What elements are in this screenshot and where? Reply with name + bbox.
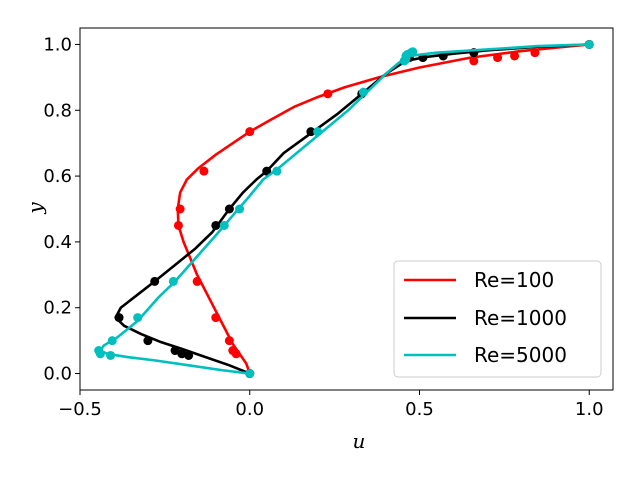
data-point-re-100-3 (224, 336, 234, 346)
data-point-re-100-10 (323, 89, 333, 99)
data-point-re-5000-7 (219, 220, 229, 230)
data-point-re-1000-8 (224, 204, 234, 214)
axis-layer: −0.5 0.0 0.5 1.0 0.0 0.2 0.4 0.6 0.8 1.0 (43, 34, 603, 420)
data-point-re-5000-8 (235, 204, 245, 214)
data-point-re-5000-17 (408, 47, 418, 57)
data-point-re-100-7 (175, 204, 185, 214)
data-point-re-5000-3 (94, 346, 104, 356)
data-point-re-1000-7 (211, 220, 221, 230)
legend: Re=100 Re=1000 Re=5000 (393, 260, 602, 378)
x-tick-label-3: 1.0 (575, 399, 604, 420)
data-point-re-1000-2 (177, 349, 187, 359)
data-point-re-5000-1 (106, 350, 116, 360)
legend-frame (393, 260, 602, 378)
y-tick-label-4: 0.8 (43, 100, 72, 121)
data-point-re-1000-6 (150, 276, 160, 286)
data-point-re-100-9 (245, 127, 255, 137)
legend-label-re5000: Re=5000 (474, 343, 567, 367)
series-line-re-100 (176, 43, 590, 374)
series-re-5000 (94, 39, 594, 379)
y-axis-label: y (23, 202, 47, 215)
data-point-re-100-5 (192, 276, 202, 286)
y-tick-label-2: 0.4 (43, 232, 72, 253)
data-point-re-1000-9 (262, 166, 272, 176)
legend-label-re1000: Re=1000 (474, 306, 567, 330)
data-point-re-100-11 (469, 56, 479, 66)
data-point-re-5000-4 (107, 336, 117, 346)
data-point-re-100-6 (173, 220, 183, 230)
data-point-re-1000-1 (184, 350, 194, 360)
data-point-re-5000-11 (358, 87, 368, 97)
data-point-re-5000-0 (245, 369, 255, 379)
data-point-re-1000-14 (438, 51, 448, 61)
series-layer (94, 39, 594, 379)
data-point-re-100-2 (228, 346, 238, 356)
data-point-re-1000-5 (114, 313, 124, 323)
y-tick-label-0: 0.0 (43, 364, 72, 385)
data-point-re-5000-18 (584, 39, 594, 49)
data-point-re-100-8 (199, 166, 209, 176)
data-point-re-5000-10 (313, 127, 323, 137)
y-tick-label-3: 0.6 (43, 166, 72, 187)
data-point-re-1000-3 (170, 346, 180, 356)
plot-frame (79, 27, 614, 391)
x-axis-label: u (353, 429, 366, 453)
data-point-re-100-4 (211, 313, 221, 323)
x-tick-label-2: 0.5 (405, 399, 434, 420)
data-point-re-100-13 (510, 51, 520, 61)
x-tick-label-0: −0.5 (58, 399, 102, 420)
data-point-re-1000-10 (306, 127, 316, 137)
data-point-re-100-12 (493, 53, 503, 63)
data-point-re-1000-4 (143, 336, 153, 346)
data-point-re-5000-5 (133, 313, 143, 323)
data-point-re-5000-6 (168, 276, 178, 286)
data-point-re-100-14 (530, 48, 540, 58)
data-point-re-5000-9 (272, 166, 282, 176)
y-tick-label-5: 1.0 (43, 34, 72, 55)
y-tick-label-1: 0.2 (43, 298, 72, 319)
legend-label-re100: Re=100 (474, 268, 554, 292)
x-tick-label-1: 0.0 (235, 399, 264, 420)
